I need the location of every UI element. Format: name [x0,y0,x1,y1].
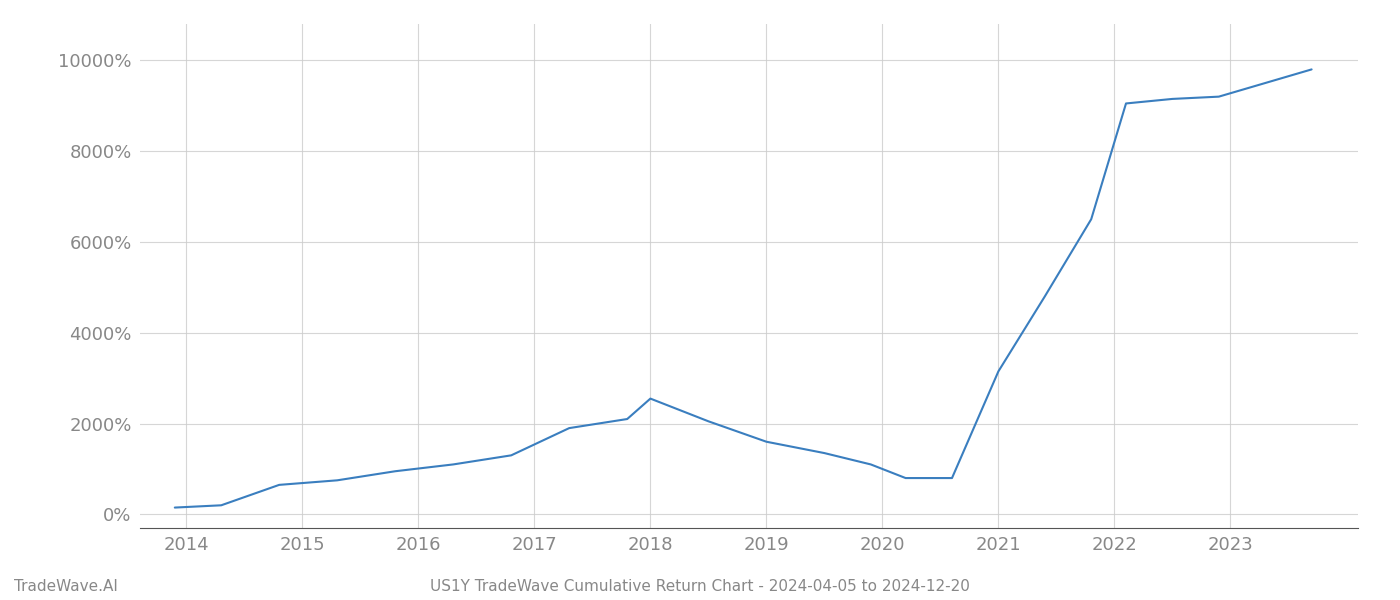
Text: US1Y TradeWave Cumulative Return Chart - 2024-04-05 to 2024-12-20: US1Y TradeWave Cumulative Return Chart -… [430,579,970,594]
Text: TradeWave.AI: TradeWave.AI [14,579,118,594]
